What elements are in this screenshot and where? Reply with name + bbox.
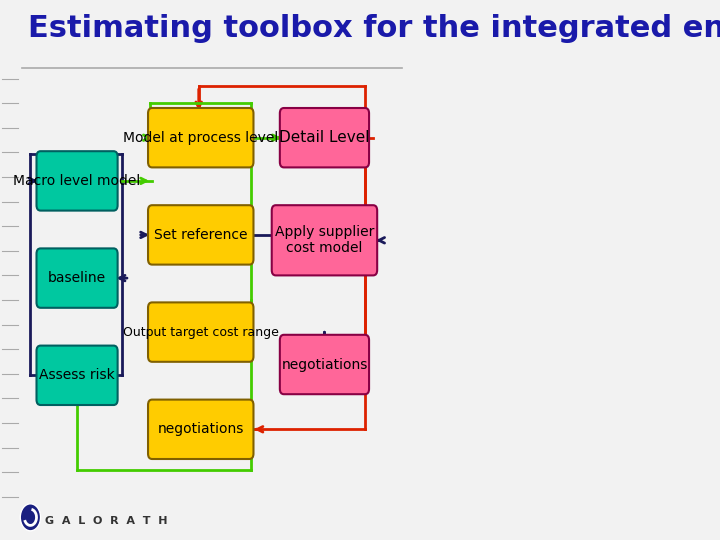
Text: Apply supplier
cost model: Apply supplier cost model (275, 225, 374, 255)
Text: G  A  L  O  R  A  T  H: G A L O R A T H (45, 516, 167, 526)
Text: baseline: baseline (48, 271, 106, 285)
FancyBboxPatch shape (280, 108, 369, 167)
FancyBboxPatch shape (148, 302, 253, 362)
FancyBboxPatch shape (271, 205, 377, 275)
FancyBboxPatch shape (37, 248, 117, 308)
Text: Assess risk: Assess risk (39, 368, 115, 382)
Text: Detail Level: Detail Level (279, 130, 369, 145)
FancyBboxPatch shape (280, 335, 369, 394)
FancyBboxPatch shape (37, 346, 117, 405)
Circle shape (20, 504, 40, 531)
Text: Model at process level: Model at process level (123, 131, 279, 145)
Text: Macro level model: Macro level model (14, 174, 140, 188)
FancyBboxPatch shape (37, 151, 117, 211)
Text: negotiations: negotiations (282, 357, 368, 372)
FancyBboxPatch shape (148, 400, 253, 459)
Text: Output target cost range: Output target cost range (123, 326, 279, 339)
FancyBboxPatch shape (148, 108, 253, 167)
Text: negotiations: negotiations (158, 422, 244, 436)
FancyBboxPatch shape (148, 205, 253, 265)
Text: Estimating toolbox for the integrated enterprise: Estimating toolbox for the integrated en… (28, 14, 720, 43)
Text: Set reference: Set reference (154, 228, 248, 242)
